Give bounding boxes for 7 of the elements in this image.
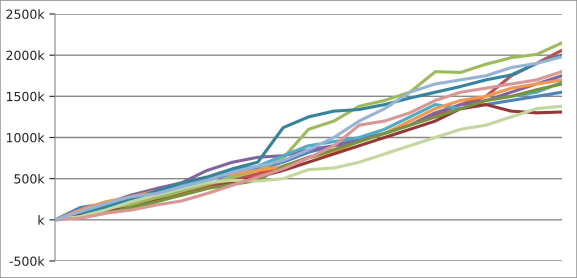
y-tick-label: 1500k bbox=[6, 92, 45, 102]
y-tick-label: 2000k bbox=[6, 50, 45, 60]
y-tick-label: 1000k bbox=[6, 132, 45, 142]
y-tick-label: 2500k bbox=[6, 9, 45, 19]
y-tick-label: -500k bbox=[10, 256, 45, 266]
y-tick-label: 500k bbox=[14, 174, 45, 184]
y-tick-label: k bbox=[38, 215, 45, 225]
